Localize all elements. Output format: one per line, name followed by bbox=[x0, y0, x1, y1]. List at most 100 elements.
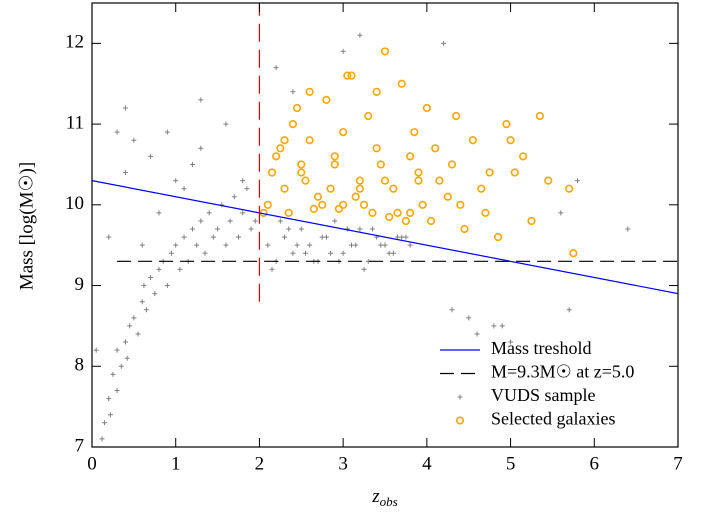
point bbox=[114, 347, 120, 353]
point bbox=[343, 71, 352, 80]
point bbox=[189, 161, 195, 167]
y-tick-label: 12 bbox=[65, 32, 84, 53]
point bbox=[223, 121, 229, 127]
point bbox=[407, 242, 413, 248]
x-tick-label: 6 bbox=[590, 453, 600, 474]
point bbox=[189, 226, 195, 232]
point bbox=[307, 242, 313, 248]
point bbox=[202, 250, 208, 256]
point bbox=[418, 200, 427, 209]
point bbox=[364, 111, 373, 121]
point bbox=[302, 250, 308, 256]
point bbox=[99, 436, 105, 442]
point bbox=[206, 210, 212, 216]
point bbox=[156, 210, 162, 216]
point bbox=[106, 396, 112, 402]
point bbox=[340, 250, 346, 256]
point bbox=[508, 339, 514, 345]
point bbox=[355, 176, 364, 185]
point bbox=[481, 208, 490, 217]
point bbox=[231, 194, 237, 200]
point bbox=[353, 242, 359, 248]
point bbox=[414, 176, 423, 185]
point bbox=[276, 144, 285, 153]
point bbox=[309, 204, 318, 213]
y-tick-label: 11 bbox=[66, 112, 84, 133]
plot-area bbox=[92, 3, 678, 442]
point bbox=[131, 315, 137, 321]
legend-swatch bbox=[455, 416, 465, 425]
point bbox=[435, 176, 444, 185]
point bbox=[422, 103, 431, 113]
point bbox=[544, 176, 553, 185]
point bbox=[280, 136, 289, 145]
point bbox=[328, 250, 334, 256]
point bbox=[506, 136, 515, 145]
point bbox=[414, 168, 423, 177]
legend-label: M=9.3M☉ at z=5.0 bbox=[491, 362, 634, 382]
point bbox=[535, 111, 544, 121]
point bbox=[340, 48, 346, 54]
point bbox=[449, 307, 455, 313]
x-label-main: z bbox=[371, 486, 380, 507]
point bbox=[118, 363, 124, 369]
point bbox=[173, 242, 179, 248]
point bbox=[390, 250, 396, 256]
point bbox=[372, 87, 381, 96]
point bbox=[466, 315, 472, 321]
point bbox=[431, 144, 440, 153]
point bbox=[359, 200, 369, 209]
point bbox=[318, 200, 327, 209]
point bbox=[426, 216, 436, 226]
point bbox=[223, 242, 229, 248]
point bbox=[334, 204, 344, 213]
point bbox=[410, 128, 419, 137]
point bbox=[156, 266, 162, 272]
point bbox=[127, 323, 133, 329]
point bbox=[441, 40, 447, 46]
legend-label: Selected galaxies bbox=[491, 409, 615, 429]
point bbox=[386, 250, 392, 256]
point bbox=[378, 242, 384, 248]
point bbox=[282, 234, 288, 240]
point bbox=[152, 291, 158, 297]
point bbox=[566, 307, 572, 313]
point bbox=[389, 184, 398, 193]
point bbox=[330, 152, 339, 161]
point bbox=[443, 192, 452, 201]
point bbox=[305, 87, 314, 96]
legend-label: Mass treshold bbox=[491, 338, 592, 358]
point bbox=[569, 249, 578, 258]
point bbox=[558, 210, 564, 216]
point bbox=[122, 170, 128, 176]
point bbox=[330, 160, 339, 169]
y-axis-label: Mass [log(M☉)] bbox=[16, 162, 37, 290]
point bbox=[491, 323, 497, 329]
point bbox=[313, 192, 323, 201]
point bbox=[280, 184, 289, 193]
point bbox=[252, 218, 258, 224]
point bbox=[406, 208, 415, 217]
point bbox=[198, 218, 204, 224]
point bbox=[286, 226, 292, 232]
point bbox=[403, 234, 409, 240]
point bbox=[106, 234, 112, 240]
point bbox=[385, 212, 394, 222]
point bbox=[164, 129, 170, 135]
point bbox=[284, 208, 293, 217]
point bbox=[288, 119, 298, 129]
point bbox=[93, 347, 99, 353]
point bbox=[141, 283, 147, 289]
point bbox=[173, 178, 179, 184]
point bbox=[114, 387, 120, 393]
point bbox=[393, 208, 402, 217]
point bbox=[294, 242, 300, 248]
point bbox=[107, 412, 113, 418]
point bbox=[122, 105, 128, 111]
point bbox=[198, 145, 204, 151]
point bbox=[210, 234, 216, 240]
point bbox=[355, 184, 364, 193]
point bbox=[575, 178, 581, 184]
y-tick-label: 7 bbox=[75, 435, 85, 456]
point bbox=[244, 186, 250, 192]
